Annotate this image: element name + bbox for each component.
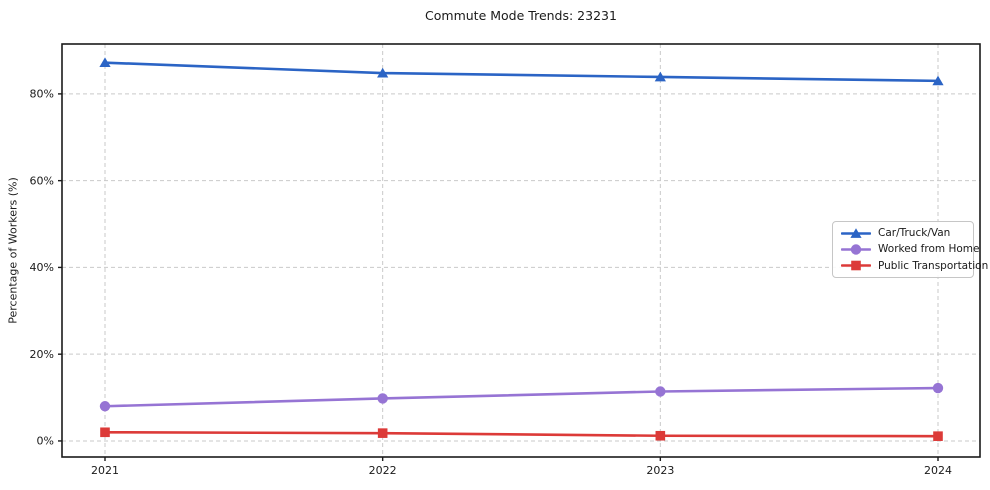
chart-title: Commute Mode Trends: 23231 xyxy=(425,8,617,23)
series-line-worked-from-home xyxy=(103,386,940,408)
marker-public-transportation-2021 xyxy=(100,427,110,438)
x-tick-label: 2021 xyxy=(91,464,119,477)
legend-item-car-truck-van: Car/Truck/Van xyxy=(841,225,965,241)
marker-public-transportation-2024 xyxy=(933,431,943,441)
legend-swatch-triangle-icon xyxy=(841,227,871,238)
legend-marker-worked-from-home xyxy=(850,244,862,255)
y-tick-label: 80% xyxy=(30,88,54,101)
marker-worked-from-home-2021 xyxy=(99,401,111,412)
legend-label: Car/Truck/Van xyxy=(878,227,951,240)
legend: Car/Truck/Van Worked from Home Public Tran… xyxy=(832,221,988,278)
marker-worked-from-home-2024 xyxy=(932,382,944,394)
marker-car-truck-van-2024 xyxy=(932,75,944,86)
series-line-public-transportation xyxy=(103,430,940,438)
marker-car-truck-van-2022 xyxy=(377,67,389,78)
legend-item-public-transportation: Public Transportation xyxy=(841,258,988,274)
marker-public-transportation-2023 xyxy=(655,430,666,441)
marker-car-truck-van-2023 xyxy=(654,71,666,82)
legend-item-worked-from-home: Worked from Home xyxy=(841,241,979,257)
legend-swatch-circle-icon xyxy=(841,244,871,255)
legend-marker-public-transportation xyxy=(851,261,861,271)
marker-car-truck-van-2021 xyxy=(99,57,111,68)
marker-worked-from-home-2022 xyxy=(377,393,388,404)
legend-swatch-square-icon xyxy=(841,261,871,271)
x-tick-label: 2024 xyxy=(924,464,952,477)
x-tick-label: 2023 xyxy=(646,464,674,477)
y-tick-label: 20% xyxy=(30,348,54,361)
y-tick-label: 60% xyxy=(30,174,54,187)
legend-marker-car-truck-van xyxy=(850,227,862,238)
legend-label: Worked from Home xyxy=(878,243,980,256)
x-tick-label: 2022 xyxy=(369,464,397,477)
plot-frame xyxy=(61,43,981,458)
marker-public-transportation-2022 xyxy=(377,428,388,438)
marker-worked-from-home-2023 xyxy=(655,386,666,397)
y-tick-label: 0% xyxy=(37,435,54,448)
legend-label: Public Transportation xyxy=(878,259,989,272)
series-line-car-truck-van xyxy=(103,61,940,83)
y-tick-label: 40% xyxy=(30,261,54,274)
